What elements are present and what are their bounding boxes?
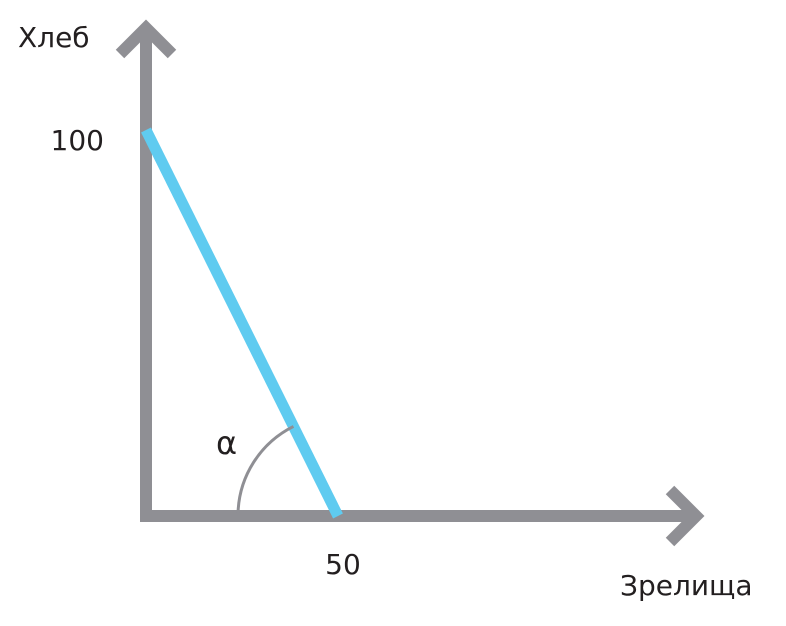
y-axis-arrowhead: [115, 19, 177, 59]
y-axis-label: Хлеб: [18, 21, 90, 54]
x-tick-label-50: 50: [325, 548, 361, 581]
y-tick-label-100: 100: [51, 124, 104, 157]
angle-alpha-label: α: [216, 424, 237, 462]
x-axis-label: Зрелища: [620, 569, 753, 602]
budget-line-series-0: [141, 127, 343, 519]
series-layer: [141, 127, 343, 519]
x-axis-arrowhead: [665, 485, 705, 547]
angle-arc: [236, 425, 295, 515]
